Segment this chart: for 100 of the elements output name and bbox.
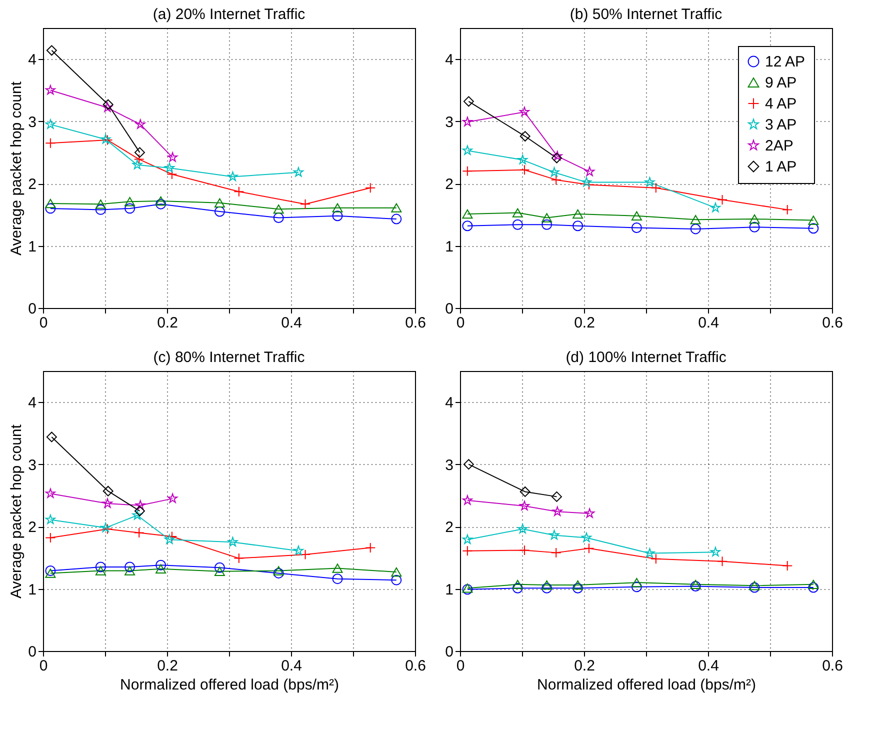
y-axis-title: Average packet hop count (8, 80, 26, 256)
point (293, 546, 304, 556)
point (631, 222, 642, 233)
point (365, 542, 376, 553)
point (214, 206, 225, 217)
point (214, 566, 225, 576)
point (519, 500, 530, 510)
point (631, 578, 642, 588)
point (519, 544, 530, 556)
point (45, 119, 56, 129)
y-tick-label: 1 (445, 238, 454, 256)
y-axis-title: Average packet hop count (8, 424, 26, 599)
point (156, 560, 166, 570)
chart-title: (c) 80% Internet Traffic (153, 349, 306, 366)
y-tick-label: 2 (28, 519, 36, 536)
point (45, 138, 56, 148)
point (391, 203, 402, 212)
point (365, 182, 376, 194)
point (552, 506, 562, 516)
y-tick-label: 3 (445, 456, 454, 474)
x-tick-label: 0 (39, 658, 48, 674)
point (512, 219, 523, 230)
point (45, 568, 56, 578)
point (95, 204, 106, 215)
point (234, 186, 244, 197)
point (690, 580, 701, 590)
point (749, 582, 760, 593)
point (124, 196, 136, 206)
point (631, 211, 642, 221)
point (102, 486, 114, 496)
point (808, 223, 819, 234)
point (332, 574, 343, 584)
point (124, 562, 136, 572)
point (808, 582, 819, 593)
point (168, 152, 178, 162)
chart-title: (b) 50% Internet Traffic (570, 6, 723, 23)
point (95, 566, 106, 576)
x-tick-label: 0.6 (405, 314, 426, 332)
x-tick-label: 0 (456, 314, 465, 332)
point (135, 500, 146, 510)
point (462, 546, 473, 556)
y-tick-label: 4 (445, 394, 454, 412)
point (45, 514, 56, 524)
x-tick-label: 0.2 (574, 658, 595, 674)
point (690, 215, 701, 224)
point (391, 574, 402, 586)
x-tick-label: 0 (456, 658, 465, 674)
legend-label: 12 AP (765, 54, 806, 70)
point (462, 145, 472, 155)
point (549, 530, 560, 540)
point (46, 432, 57, 442)
x-tick-label: 0.4 (698, 658, 719, 674)
point (228, 171, 238, 182)
x-tick-label: 0.6 (405, 658, 426, 674)
y-tick-label: 3 (28, 456, 36, 474)
y-tick-label: 2 (445, 519, 454, 536)
point (520, 486, 530, 497)
x-axis-title: Normalized offered load (bps/m²) (537, 676, 756, 694)
point (132, 510, 142, 520)
point (550, 174, 562, 186)
point (293, 167, 304, 177)
point (572, 209, 584, 219)
point (156, 198, 166, 210)
point (584, 508, 595, 518)
point (551, 491, 562, 502)
point (45, 198, 56, 208)
point (391, 214, 402, 224)
point (273, 204, 284, 214)
point (214, 198, 225, 208)
legend-label: 1 AP (765, 158, 797, 176)
point (462, 534, 472, 544)
point (572, 582, 584, 594)
point (584, 543, 594, 554)
y-tick-label: 3 (445, 114, 454, 131)
point (512, 208, 523, 218)
point (462, 220, 473, 232)
x-tick-label: 0 (39, 314, 48, 332)
point (463, 459, 474, 470)
y-tick-label: 0 (28, 300, 36, 318)
y-tick-label: 4 (28, 52, 36, 69)
x-tick-label: 0.6 (822, 658, 843, 674)
x-tick-label: 0.2 (157, 314, 178, 332)
point (749, 581, 760, 590)
point (542, 580, 552, 590)
y-tick-label: 1 (28, 238, 36, 256)
point (45, 488, 56, 498)
point (300, 198, 311, 210)
point (124, 566, 136, 576)
point (391, 567, 402, 577)
point (166, 531, 178, 542)
x-axis-title: Normalized offered load (bps/m²) (120, 676, 339, 694)
legend-label: 2AP (765, 138, 794, 154)
point (134, 506, 145, 516)
point (332, 203, 343, 212)
point (102, 99, 114, 110)
y-tick-label: 4 (445, 52, 454, 69)
point (518, 524, 528, 534)
point (462, 209, 473, 219)
point (273, 566, 284, 576)
point (808, 580, 819, 590)
